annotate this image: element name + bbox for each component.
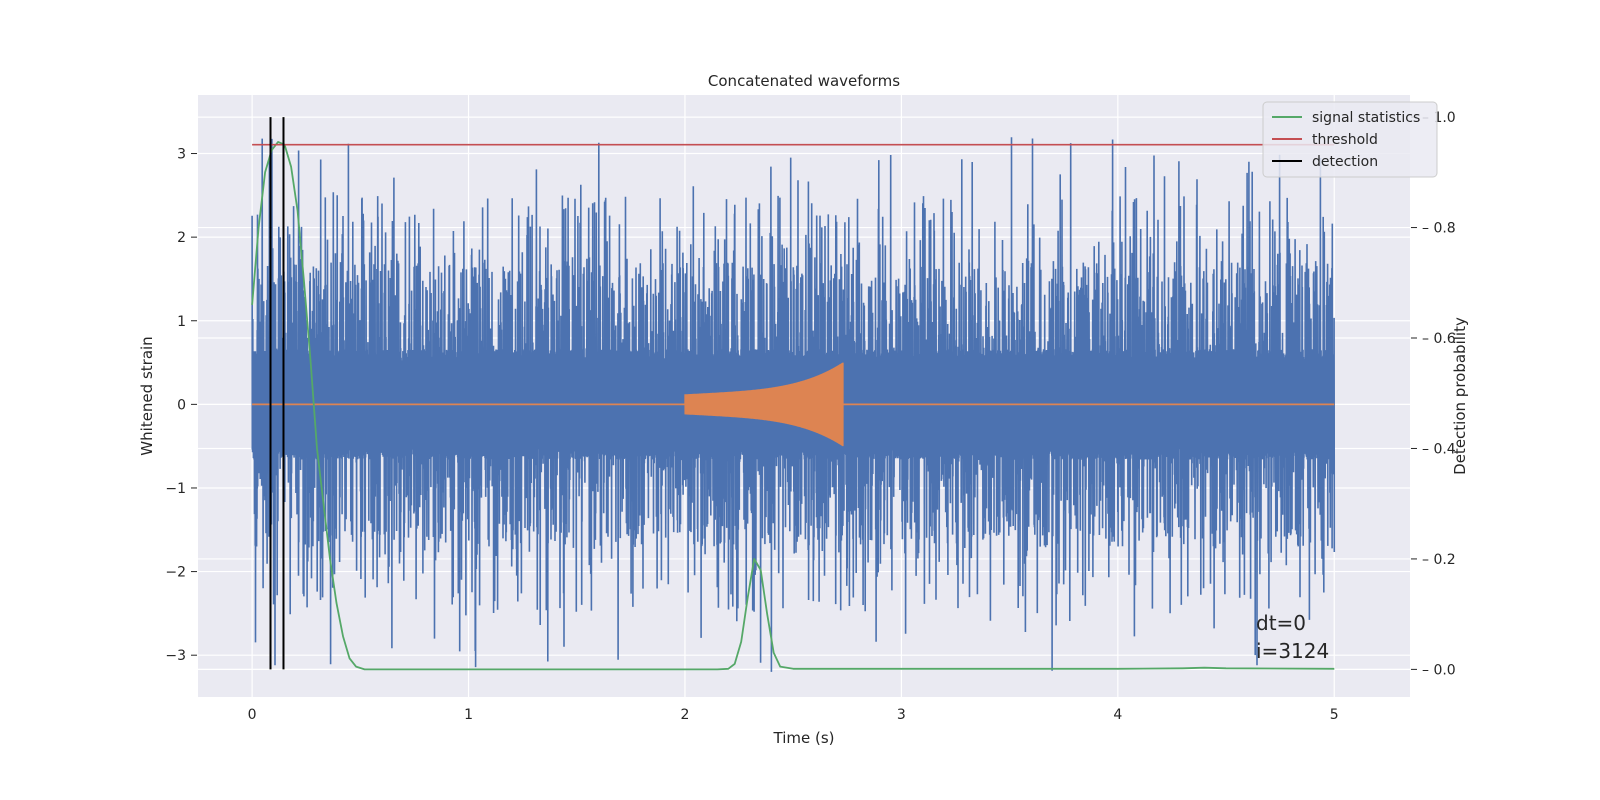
y2-tick-label-4: – 0.8	[1422, 221, 1456, 237]
x-tick-label-0: 0	[248, 707, 257, 723]
right-y-axis-label: Detection probability	[1451, 317, 1469, 475]
legend-box	[1262, 101, 1438, 178]
y2-tick-label-3: – 0.6	[1422, 331, 1456, 347]
noise-series	[251, 137, 1336, 672]
template-chirp	[684, 362, 844, 447]
x-tick-label-3: 3	[897, 707, 906, 723]
annotation-dt: dt=0	[1256, 611, 1306, 635]
x-tick-label-5: 5	[1330, 707, 1339, 723]
template-series	[252, 362, 1335, 447]
chart-title: Concatenated waveforms	[708, 72, 900, 90]
x-axis-label: Time (s)	[773, 729, 835, 747]
y-tick-label--2: −2	[165, 565, 186, 581]
y-tick-label-0: 0	[177, 397, 186, 413]
right-y-axis-ticks: – 0.0– 0.2– 0.4– 0.6– 0.8– 1.0	[1411, 110, 1456, 678]
y-tick-label--3: −3	[165, 648, 186, 664]
y2-tick-label-0: – 0.0	[1422, 662, 1456, 678]
y2-tick-label-1: – 0.2	[1422, 552, 1456, 568]
legend: signal statistics threshold detection	[1262, 101, 1438, 178]
legend-label-signal-statistics: signal statistics	[1312, 110, 1420, 126]
legend-label-threshold: threshold	[1312, 132, 1378, 148]
y-tick-label-3: 3	[177, 147, 186, 163]
y-tick-label-2: 2	[177, 230, 186, 246]
y-tick-label-1: 1	[177, 314, 186, 330]
noise-line	[251, 137, 1336, 672]
legend-label-detection: detection	[1312, 154, 1378, 170]
right-axis-series	[251, 117, 1335, 671]
x-tick-label-2: 2	[681, 707, 690, 723]
annotation-index: i=3124	[1256, 639, 1329, 663]
y-tick-label--1: −1	[165, 481, 186, 497]
x-tick-label-1: 1	[464, 707, 473, 723]
x-tick-label-4: 4	[1113, 707, 1122, 723]
y-axis-label: Whitened strain	[138, 336, 156, 455]
signal-statistics-line	[251, 140, 1335, 671]
y2-tick-label-2: – 0.4	[1422, 441, 1456, 457]
x-axis-ticks: 0 1 2 3 4 5	[248, 707, 1339, 723]
y-axis-ticks: −3 −2 −1 0 1 2 3	[165, 147, 197, 664]
